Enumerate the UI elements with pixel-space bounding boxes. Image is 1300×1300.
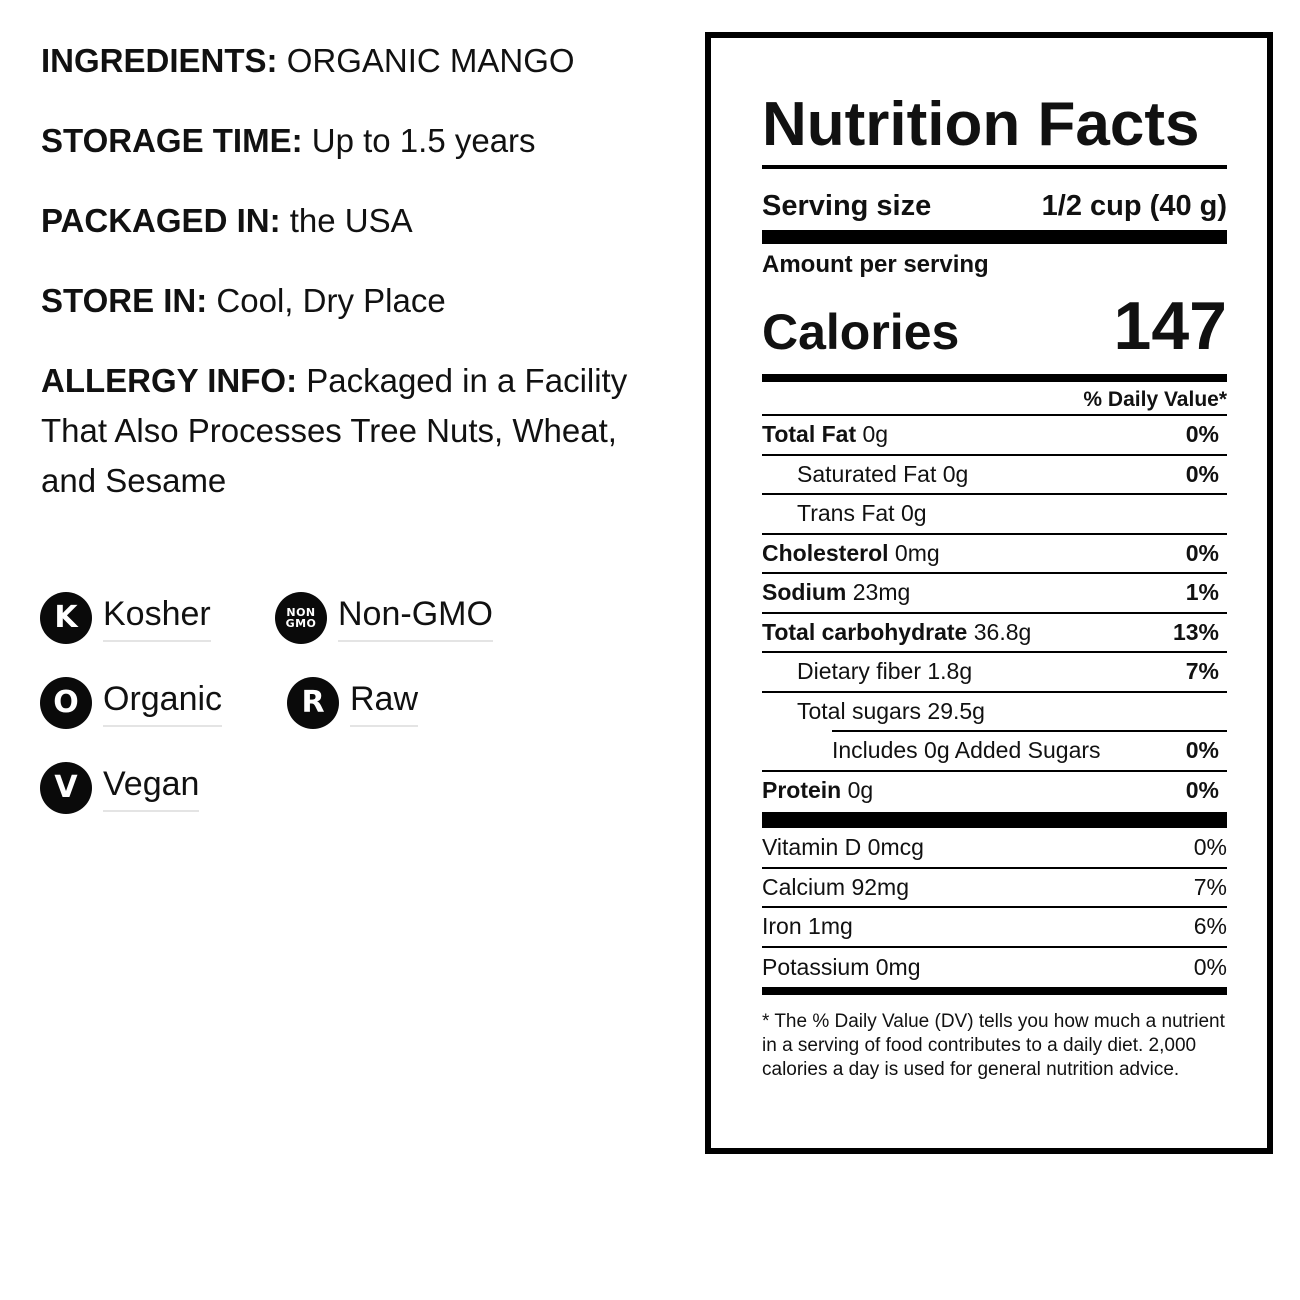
nutrient-dv: 0% xyxy=(1185,737,1219,764)
store-in-value: Cool, Dry Place xyxy=(216,282,446,319)
nutrient-name: Includes 0g Added Sugars xyxy=(832,737,1101,764)
calories-value: 147 xyxy=(1113,288,1227,364)
vitamin-row-iron: Iron 1mg 6% xyxy=(762,908,1227,948)
vegan-label: Vegan xyxy=(103,764,200,812)
kosher-label: Kosher xyxy=(103,594,211,642)
raw-icon: R xyxy=(287,677,339,729)
title-divider xyxy=(762,165,1227,169)
vitamin-row-vitamin-d: Vitamin D 0mcg 0% xyxy=(762,829,1227,869)
organic-icon: O xyxy=(40,677,92,729)
vitamin-row-calcium: Calcium 92mg 7% xyxy=(762,869,1227,908)
nutrient-name: Total Fat 0g xyxy=(762,421,889,448)
vitamin-dv: 0% xyxy=(1193,953,1227,980)
vitamin-dv: 0% xyxy=(1193,834,1227,861)
vitamin-name: Iron 1mg xyxy=(762,913,853,940)
nutrient-list: Total Fat 0g 0% Saturated Fat 0g 0% Tran… xyxy=(762,414,1227,809)
protein-divider xyxy=(762,812,1227,828)
non-gmo-badge: NON GMO Non-GMO xyxy=(275,592,493,644)
nutrient-row-added-sugars: Includes 0g Added Sugars 0% xyxy=(832,730,1227,770)
nutrient-row-sodium: Sodium 23mg 1% xyxy=(762,572,1227,612)
kosher-icon: K xyxy=(40,592,92,644)
nutrient-name: Dietary fiber 1.8g xyxy=(797,658,973,685)
amount-per-serving: Amount per serving xyxy=(762,251,989,278)
non-gmo-icon-bottom-text: GMO xyxy=(285,617,317,630)
kosher-badge: K Kosher xyxy=(40,592,211,644)
nutrient-row-dietary-fiber: Dietary fiber 1.8g 7% xyxy=(762,651,1227,691)
nutrient-name: Trans Fat 0g xyxy=(797,500,927,527)
daily-value-header: % Daily Value* xyxy=(1083,388,1227,411)
ingredients-label: INGREDIENTS: xyxy=(41,42,278,79)
serving-size-row: Serving size 1/2 cup (40 g) xyxy=(762,188,1227,224)
vitamin-row-potassium: Potassium 0mg 0% xyxy=(762,948,1227,988)
store-in-label: STORE IN: xyxy=(41,282,208,319)
vitamin-name: Potassium 0mg xyxy=(762,953,921,980)
nutrient-row-total-carbohydrate: Total carbohydrate 36.8g 13% xyxy=(762,611,1227,652)
non-gmo-icon: NON GMO xyxy=(275,592,327,644)
calories-label: Calories xyxy=(762,304,960,360)
nutrient-dv: 0% xyxy=(1185,460,1219,487)
vitamin-list: Vitamin D 0mcg 0% Calcium 92mg 7% Iron 1… xyxy=(762,829,1227,987)
raw-badge: R Raw xyxy=(287,677,419,729)
vegan-icon: V xyxy=(40,762,92,814)
ingredients-line: INGREDIENTS: ORGANIC MANGO xyxy=(41,36,575,86)
vitamin-dv: 7% xyxy=(1193,873,1227,900)
nutrient-dv: 0% xyxy=(1185,421,1219,448)
daily-value-footnote: * The % Daily Value (DV) tells you how m… xyxy=(762,1011,1225,1080)
organic-label: Organic xyxy=(103,679,223,727)
storage-time-label: STORAGE TIME: xyxy=(41,122,303,159)
nutrient-dv: 0% xyxy=(1185,539,1219,566)
non-gmo-icon-top-text: NON xyxy=(286,606,316,619)
nutrient-name: Protein 0g xyxy=(762,776,874,803)
allergy-info-label: ALLERGY INFO: xyxy=(41,362,298,399)
allergy-info-value: Packaged in a Facility That Also Process… xyxy=(41,362,628,499)
allergy-info-line: ALLERGY INFO: Packaged in a Facility Tha… xyxy=(41,356,681,506)
nutrient-name: Cholesterol 0mg xyxy=(762,539,940,566)
organic-badge: O Organic xyxy=(40,677,223,729)
vitamins-divider xyxy=(762,987,1227,995)
nutrient-name: Total carbohydrate 36.8g xyxy=(762,618,1032,645)
nutrient-row-trans-fat: Trans Fat 0g xyxy=(762,493,1227,533)
nutrient-name: Total sugars 29.5g xyxy=(797,697,985,724)
nutrient-dv: 1% xyxy=(1185,579,1219,606)
nutrition-facts-panel: Nutrition Facts Serving size 1/2 cup (40… xyxy=(705,32,1273,1154)
packaged-in-value: the USA xyxy=(289,202,413,239)
nutrient-row-saturated-fat: Saturated Fat 0g 0% xyxy=(762,453,1227,494)
vitamin-name: Calcium 92mg xyxy=(762,873,910,900)
storage-time-value: Up to 1.5 years xyxy=(311,122,536,159)
nutrient-dv: 13% xyxy=(1172,618,1219,645)
packaged-in-line: PACKAGED IN: the USA xyxy=(41,196,413,246)
nutrient-row-protein: Protein 0g 0% xyxy=(762,769,1227,810)
nutrient-row-total-fat: Total Fat 0g 0% xyxy=(762,414,1227,454)
vegan-badge: V Vegan xyxy=(40,762,200,814)
serving-size-value: 1/2 cup (40 g) xyxy=(1041,190,1227,222)
nutrition-facts-title: Nutrition Facts xyxy=(762,90,1200,159)
nutrient-row-total-sugars: Total sugars 29.5g xyxy=(762,690,1227,731)
serving-divider xyxy=(762,230,1227,244)
nutrient-name: Sodium 23mg xyxy=(762,579,911,606)
vitamin-dv: 6% xyxy=(1193,913,1227,940)
nutrient-row-cholesterol: Cholesterol 0mg 0% xyxy=(762,532,1227,573)
nutrient-dv: 0% xyxy=(1185,776,1219,803)
nutrient-name: Saturated Fat 0g xyxy=(797,460,969,487)
packaged-in-label: PACKAGED IN: xyxy=(41,202,281,239)
non-gmo-label: Non-GMO xyxy=(338,594,493,642)
ingredients-value: ORGANIC MANGO xyxy=(286,42,575,79)
calories-row: Calories 147 xyxy=(762,286,1227,372)
nutrient-dv: 7% xyxy=(1185,658,1219,685)
storage-time-line: STORAGE TIME: Up to 1.5 years xyxy=(41,116,536,166)
vitamin-name: Vitamin D 0mcg xyxy=(762,834,924,861)
serving-size-label: Serving size xyxy=(762,190,932,222)
calories-divider xyxy=(762,374,1227,382)
raw-label: Raw xyxy=(350,679,419,727)
store-in-line: STORE IN: Cool, Dry Place xyxy=(41,276,446,326)
